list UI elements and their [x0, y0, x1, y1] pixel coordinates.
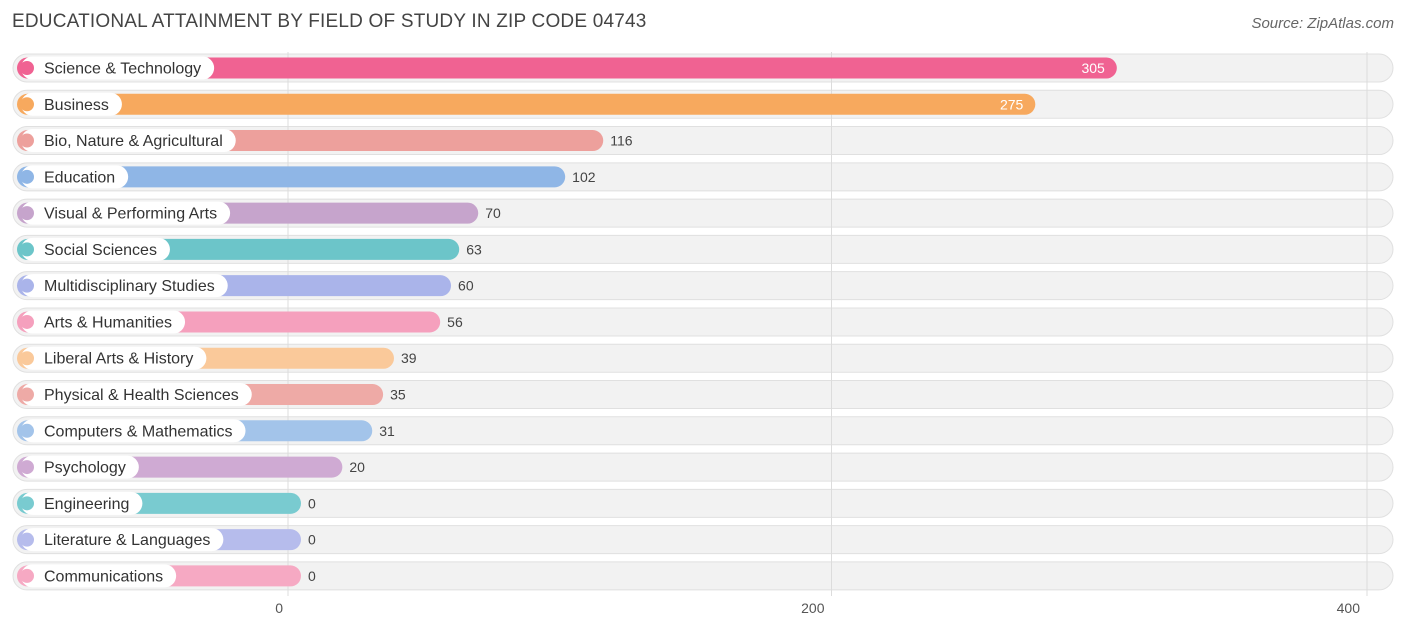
value-label: 0: [308, 568, 316, 584]
category-label: Arts & Humanities: [44, 314, 172, 331]
category-label-pill: [21, 346, 207, 370]
row-track: [12, 561, 1394, 591]
category-label-pill: [21, 528, 224, 552]
value-label: 0: [308, 495, 316, 511]
category-label: Science & Technology: [44, 61, 201, 78]
value-label: 20: [349, 459, 365, 475]
value-label: 305: [1081, 60, 1105, 76]
x-tick-label: 0: [275, 600, 283, 616]
x-tick-label: 200: [801, 600, 825, 616]
category-dot: [20, 97, 34, 112]
category-label: Multidisciplinary Studies: [44, 278, 215, 295]
value-label: 102: [572, 169, 596, 185]
category-label-pill: [21, 92, 122, 116]
category-label: Education: [44, 169, 115, 186]
category-dot: [20, 242, 34, 257]
value-label: 70: [485, 205, 501, 221]
category-label-pill: [21, 201, 231, 225]
row-track: [12, 525, 1394, 555]
bar: [17, 166, 566, 188]
category-label: Physical & Health Sciences: [44, 387, 239, 404]
category-dot: [20, 133, 34, 148]
category-label: Psychology: [44, 460, 126, 477]
value-label: 116: [610, 133, 633, 149]
category-dot: [20, 206, 34, 221]
bar: [17, 93, 1036, 115]
category-dot: [20, 568, 34, 583]
category-dot: [20, 496, 34, 511]
category-label: Visual & Performing Arts: [44, 206, 217, 223]
category-dot: [20, 532, 34, 547]
value-label: 56: [447, 314, 463, 330]
value-label: 60: [458, 278, 474, 294]
category-dot: [20, 314, 34, 329]
category-dot: [20, 423, 34, 438]
category-label: Social Sciences: [44, 242, 157, 259]
category-label: Communications: [44, 568, 163, 585]
category-label: Engineering: [44, 496, 129, 513]
value-label: 0: [308, 532, 316, 548]
category-label-pill: [21, 564, 177, 588]
category-label-pill: [21, 455, 139, 479]
category-label-pill: [21, 419, 246, 443]
category-label: Literature & Languages: [44, 532, 210, 549]
category-dot: [20, 351, 34, 366]
row-track: [12, 488, 1394, 518]
category-dot: [20, 169, 34, 184]
value-label: 275: [1000, 96, 1024, 112]
category-label-pill: [21, 274, 228, 298]
category-label-pill: [21, 129, 236, 153]
category-dot: [20, 460, 34, 475]
category-dot: [20, 387, 34, 402]
chart-source: Source: ZipAtlas.com: [1251, 15, 1394, 32]
category-label-pill: [21, 383, 252, 407]
row-track: [12, 452, 1394, 482]
category-label-pill: [21, 56, 215, 80]
value-label: 35: [390, 387, 406, 403]
category-label: Computers & Mathematics: [44, 423, 233, 440]
value-label: 63: [466, 241, 482, 257]
category-dot: [20, 278, 34, 293]
category-label: Liberal Arts & History: [44, 351, 193, 368]
x-tick-label: 400: [1337, 600, 1361, 616]
category-label: Business: [44, 97, 109, 114]
category-dot: [20, 61, 34, 75]
chart-title: EDUCATIONAL ATTAINMENT BY FIELD OF STUDY…: [12, 11, 647, 32]
bar: [17, 57, 1117, 79]
value-label: 31: [379, 423, 395, 439]
category-label-pill: [21, 491, 143, 515]
value-label: 39: [401, 350, 417, 366]
category-label-pill: [21, 310, 186, 334]
category-label-pill: [21, 237, 170, 261]
category-label: Bio, Nature & Agricultural: [44, 133, 223, 150]
category-label-pill: [21, 165, 129, 189]
